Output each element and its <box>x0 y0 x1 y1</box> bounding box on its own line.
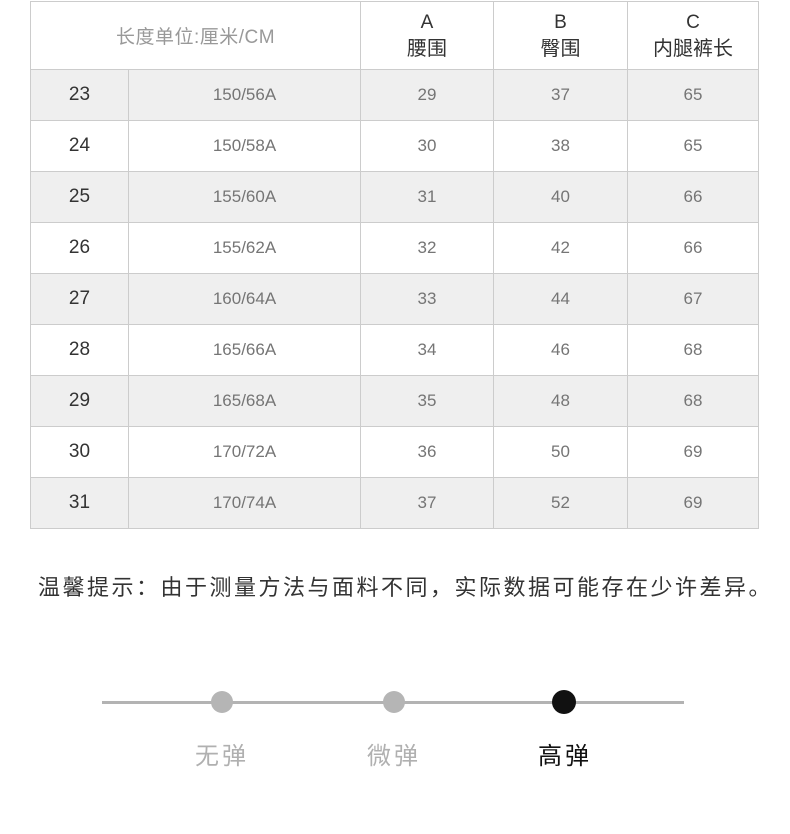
hip-cell: 48 <box>493 375 629 427</box>
size-cell: 29 <box>30 375 129 427</box>
hip-cell: 44 <box>493 273 629 325</box>
waist-cell: 32 <box>360 222 495 274</box>
size-cell: 27 <box>30 273 129 325</box>
table-row: 30 170/72A 36 50 69 <box>30 426 760 478</box>
hip-cell: 52 <box>493 477 629 529</box>
column-label: 臀围 <box>540 37 581 60</box>
size-cell: 30 <box>30 426 129 478</box>
height-size-cell: 165/66A <box>127 324 362 376</box>
table-row: 29 165/68A 35 48 68 <box>30 375 760 427</box>
hip-cell: 42 <box>493 222 629 274</box>
table-row: 25 155/60A 31 40 66 <box>30 171 760 223</box>
size-cell: 25 <box>30 171 129 223</box>
height-size-cell: 150/56A <box>127 69 362 121</box>
height-size-cell: 155/60A <box>127 171 362 223</box>
elasticity-dot-high-selected <box>552 690 576 714</box>
waist-cell: 37 <box>360 477 495 529</box>
table-row: 27 160/64A 33 44 67 <box>30 273 760 325</box>
elasticity-dot-none <box>211 691 233 713</box>
column-letter: A <box>420 11 434 33</box>
column-header-waist: A 腰围 <box>360 1 495 70</box>
column-header-hip: B 臀围 <box>493 1 629 70</box>
table-row: 23 150/56A 29 37 65 <box>30 69 760 121</box>
column-label: 内腿裤长 <box>653 37 734 60</box>
inseam-cell: 69 <box>627 477 760 529</box>
height-size-cell: 155/62A <box>127 222 362 274</box>
inseam-cell: 66 <box>627 222 760 274</box>
column-label: 腰围 <box>407 37 448 60</box>
height-size-cell: 170/72A <box>127 426 362 478</box>
size-cell: 31 <box>30 477 129 529</box>
table-row: 28 165/66A 34 46 68 <box>30 324 760 376</box>
inseam-cell: 66 <box>627 171 760 223</box>
hip-cell: 46 <box>493 324 629 376</box>
hip-cell: 40 <box>493 171 629 223</box>
waist-cell: 29 <box>360 69 495 121</box>
size-chart-table: 长度单位:厘米/CM A 腰围 B 臀围 C 内腿裤长 23 150/56A 2… <box>29 1 760 529</box>
column-letter: B <box>554 11 567 33</box>
waist-cell: 30 <box>360 120 495 172</box>
height-size-cell: 160/64A <box>127 273 362 325</box>
waist-cell: 35 <box>360 375 495 427</box>
waist-cell: 34 <box>360 324 495 376</box>
table-row: 24 150/58A 30 38 65 <box>30 120 760 172</box>
size-cell: 24 <box>30 120 129 172</box>
column-header-inseam: C 内腿裤长 <box>627 1 760 70</box>
unit-header-cell: 长度单位:厘米/CM <box>29 1 362 70</box>
waist-cell: 31 <box>360 171 495 223</box>
table-header-row: 长度单位:厘米/CM A 腰围 B 臀围 C 内腿裤长 <box>29 1 760 70</box>
elasticity-dot-slight <box>383 691 405 713</box>
inseam-cell: 68 <box>627 324 760 376</box>
height-size-cell: 165/68A <box>127 375 362 427</box>
height-size-cell: 170/74A <box>127 477 362 529</box>
inseam-cell: 67 <box>627 273 760 325</box>
waist-cell: 36 <box>360 426 495 478</box>
inseam-cell: 65 <box>627 69 760 121</box>
size-cell: 26 <box>30 222 129 274</box>
measurement-notice: 温馨提示：由于测量方法与面料不同，实际数据可能存在少许差异。 <box>38 575 774 600</box>
size-cell: 28 <box>30 324 129 376</box>
column-letter: C <box>686 11 700 33</box>
table-row: 26 155/62A 32 42 66 <box>30 222 760 274</box>
inseam-cell: 68 <box>627 375 760 427</box>
elasticity-label-high: 高弹 <box>538 743 592 770</box>
elasticity-label-none: 无弹 <box>195 743 249 770</box>
inseam-cell: 69 <box>627 426 760 478</box>
hip-cell: 37 <box>493 69 629 121</box>
waist-cell: 33 <box>360 273 495 325</box>
table-row: 31 170/74A 37 52 69 <box>30 477 760 529</box>
hip-cell: 38 <box>493 120 629 172</box>
size-cell: 23 <box>30 69 129 121</box>
hip-cell: 50 <box>493 426 629 478</box>
elasticity-label-slight: 微弹 <box>367 743 421 770</box>
inseam-cell: 65 <box>627 120 760 172</box>
height-size-cell: 150/58A <box>127 120 362 172</box>
